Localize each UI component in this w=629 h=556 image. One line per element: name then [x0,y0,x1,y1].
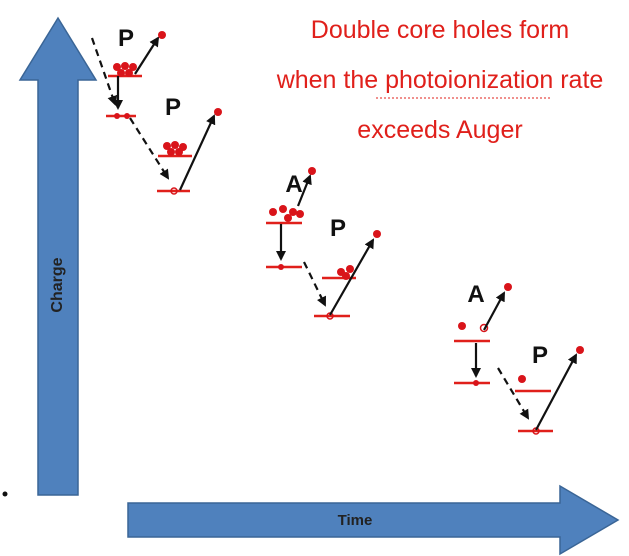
process-label: A [467,281,484,308]
process-label: P [118,25,134,52]
title-line: Double core holes form [311,16,569,44]
x-axis-label: Time [338,512,373,529]
stray-dot [2,491,8,497]
process-group: P [303,215,381,320]
process-group: A [454,281,512,386]
process-group: A [266,167,316,270]
process-group: P [497,342,584,435]
process-group: P [129,94,222,195]
time-arrow [127,484,620,556]
process-label: P [165,94,181,121]
process-group: P [90,25,166,119]
process-label: P [532,342,548,369]
y-axis-label: Charge [49,257,66,312]
process-label: A [285,171,302,198]
process-label: P [330,215,346,242]
title-line: when the photoionization rate [276,66,604,94]
title-line: exceeds Auger [357,116,522,144]
charge-arrow [18,16,98,496]
